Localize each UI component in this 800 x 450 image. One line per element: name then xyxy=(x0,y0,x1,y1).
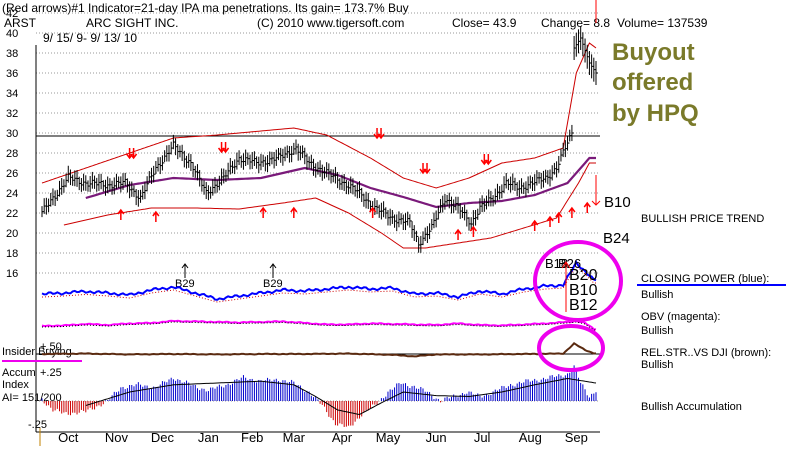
obv-label: OBV (magenta): xyxy=(641,311,721,323)
price-change: Change= 8.8 xyxy=(541,16,611,30)
obv-ma-line xyxy=(41,321,596,331)
lower-band-line xyxy=(63,162,596,249)
date-range: 9/ 15/ 9- 9/ 13/ 10 xyxy=(43,31,138,45)
company-name: ARC SIGHT INC. xyxy=(86,16,179,30)
buy-arrow xyxy=(469,225,477,237)
ai-plus25-label: +.25 xyxy=(40,367,62,379)
rel-str-line xyxy=(41,342,597,358)
y-tick-label: 26 xyxy=(6,168,18,180)
y-tick-label: 28 xyxy=(6,148,18,160)
y-tick-label: 18 xyxy=(6,248,18,260)
month-label: Apr xyxy=(332,430,353,445)
month-label: Dec xyxy=(151,430,175,445)
b29-signal-1-arrow xyxy=(181,263,189,278)
y-tick-label: 24 xyxy=(6,188,18,200)
y-tick-label: 36 xyxy=(6,68,18,80)
b10-signal: B10 xyxy=(569,282,598,299)
y-tick-label: 32 xyxy=(6,108,18,120)
month-label: Oct xyxy=(58,430,79,445)
b26-signal: B26 xyxy=(558,256,581,271)
y-tick-label: 30 xyxy=(6,128,18,140)
sell-arrow xyxy=(377,128,385,140)
month-label: Mar xyxy=(283,430,306,445)
b20-signal: B20 xyxy=(569,267,598,284)
sell-arrow xyxy=(423,163,431,175)
buy-arrow xyxy=(555,211,563,223)
note-offered: offered xyxy=(612,69,694,96)
note-buyout: Buyout xyxy=(612,39,695,66)
sell-arrow xyxy=(129,148,138,160)
closing-power-label: CLOSING POWER (blue): xyxy=(641,273,770,285)
closing-power-status: Bullish xyxy=(641,289,674,301)
month-label: Jul xyxy=(474,430,491,445)
highlight-circle-closing-power xyxy=(533,240,623,322)
insider-buying-label: Insider Buying xyxy=(2,346,72,358)
closing-power-line xyxy=(41,260,597,301)
volume: Volume= 137539 xyxy=(617,16,708,30)
y-tick-label: 40 xyxy=(6,28,18,40)
signal-b24: B24 xyxy=(603,230,630,247)
month-label: Nov xyxy=(105,430,129,445)
buy-arrow xyxy=(531,219,539,231)
signal-arrow xyxy=(561,261,571,312)
ai-minus25-label: -.25 xyxy=(28,419,47,431)
sell-arrow xyxy=(221,142,230,154)
y-tick-label: 16 xyxy=(6,268,18,280)
buy-arrow xyxy=(259,206,267,218)
trend-label: BULLISH PRICE TREND xyxy=(641,213,765,225)
obv-line xyxy=(41,319,597,331)
ai-plus50-label: +.50 xyxy=(40,341,62,353)
month-label: May xyxy=(376,430,401,445)
y-tick-label: 38 xyxy=(6,48,18,60)
b29-signal-2: B29 xyxy=(263,278,283,290)
obv-status: Bullish xyxy=(641,325,674,337)
sell-arrow xyxy=(484,154,492,166)
accumulation-label: Bullish Accumulation xyxy=(641,401,742,413)
buy-arrow xyxy=(454,228,462,240)
y-tick-label: 22 xyxy=(6,208,18,220)
y-tick-label: 34 xyxy=(6,88,18,100)
month-label: Jun xyxy=(426,430,447,445)
accum-label: Accum xyxy=(2,367,36,379)
buy-arrow xyxy=(583,201,591,213)
y-tick-label: 42 xyxy=(6,8,18,20)
copyright: (C) 2010 www.tigersoft.com xyxy=(257,16,405,30)
buy-arrow xyxy=(152,210,160,222)
b10-arrow xyxy=(591,175,601,206)
month-label: Aug xyxy=(519,430,542,445)
ticker-symbol: ARST xyxy=(4,16,37,30)
month-label: Jan xyxy=(198,430,219,445)
month-label: Feb xyxy=(241,430,263,445)
upper-band-line xyxy=(41,42,597,189)
signal-b10: B10 xyxy=(604,194,631,211)
accum-ma-line xyxy=(85,377,597,416)
relstr-status: Bullish xyxy=(641,359,674,371)
buy-arrow xyxy=(568,206,576,218)
buy-arrow xyxy=(117,208,125,220)
b12-signal: B12 xyxy=(569,297,598,314)
y-tick-label: 20 xyxy=(6,228,18,240)
buy-arrow xyxy=(290,206,298,218)
b29-signal-2-arrow xyxy=(269,263,277,278)
buy-arrow xyxy=(369,206,377,218)
moving-average-line xyxy=(85,156,596,209)
note-by-hpq: by HPQ xyxy=(612,100,699,127)
close-price: Close= 43.9 xyxy=(452,16,517,30)
buy-arrow xyxy=(546,215,554,227)
highlight-circle-accumulation xyxy=(537,324,605,372)
month-label: Sep xyxy=(565,430,588,445)
relstr-label: REL.STR..VS DJI (brown): xyxy=(641,347,772,359)
index-label: Index xyxy=(2,379,29,391)
indicator-caption: (Red arrows)#1 Indicator=21-day IPA ma p… xyxy=(2,1,409,15)
closing-power-ma-line xyxy=(41,265,596,303)
